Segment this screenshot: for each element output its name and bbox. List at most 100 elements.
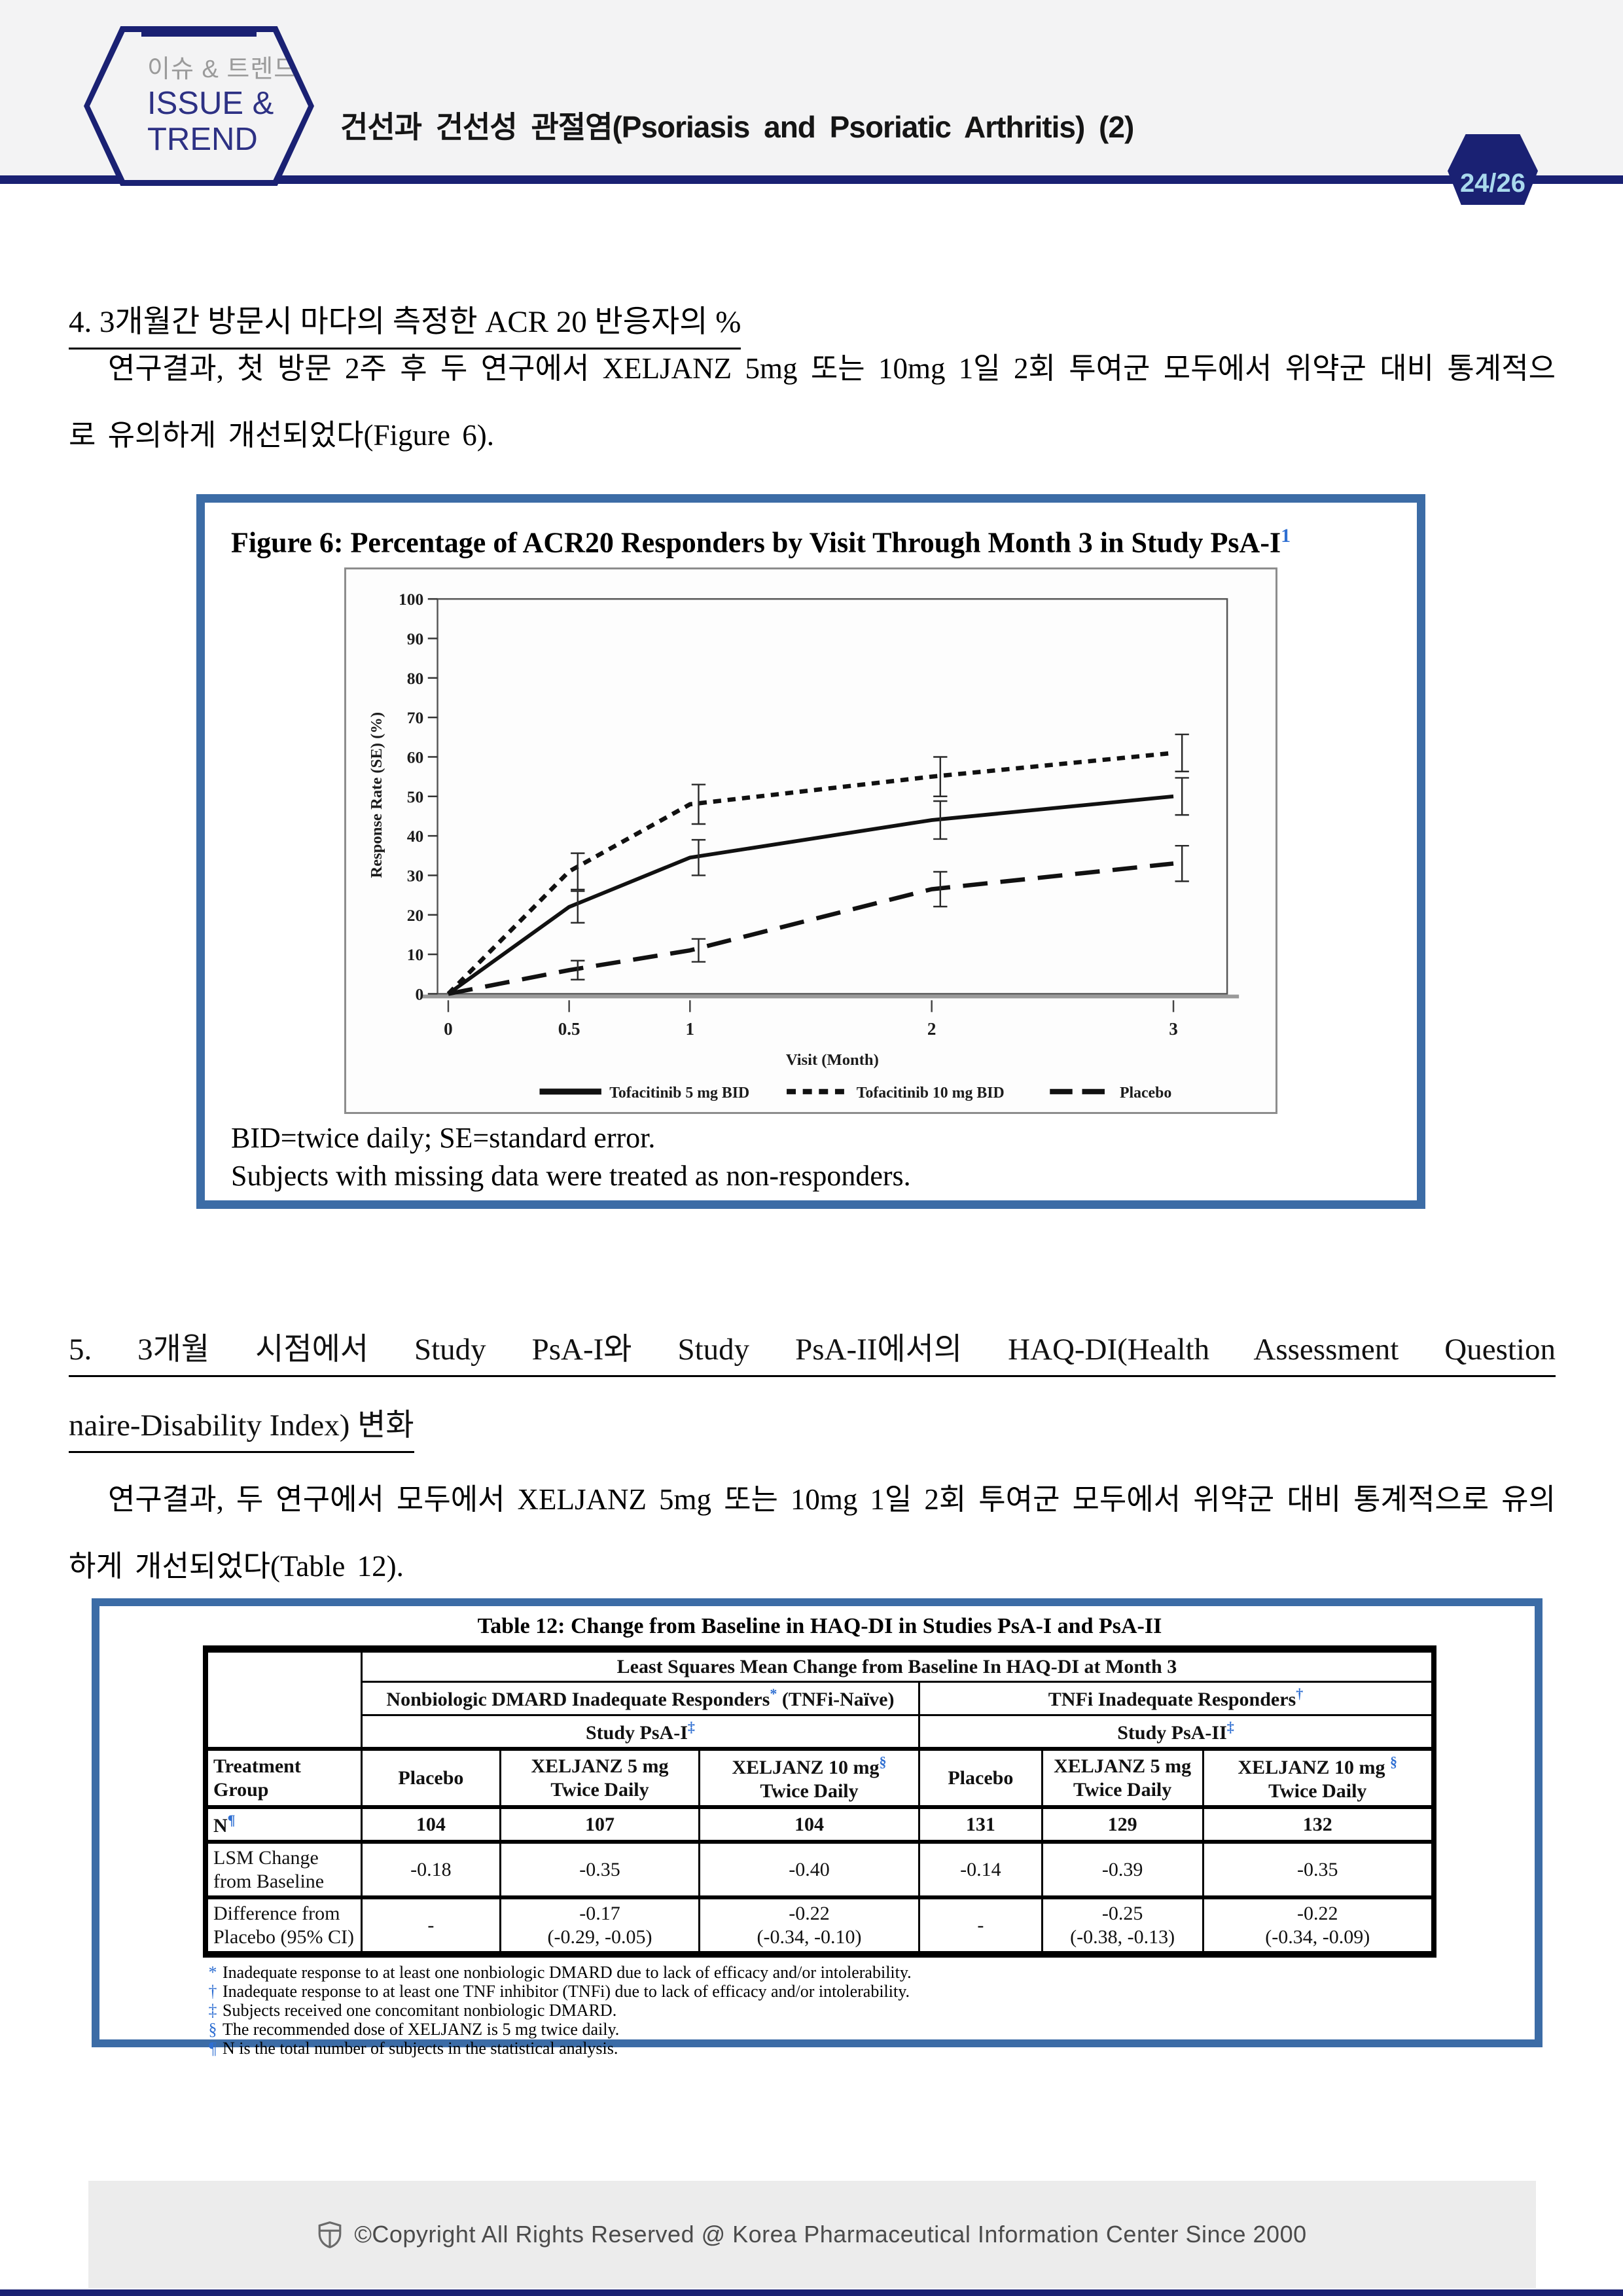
svg-text:Tofacitinib 5 mg BID: Tofacitinib 5 mg BID [609, 1084, 749, 1101]
header-rule [0, 175, 1623, 184]
svg-text:0: 0 [415, 984, 423, 1003]
diff-value: -0.17 (-0.29, -0.05) [499, 1895, 701, 1956]
xeljanz10-header-psa2: XELJANZ 10 mg § Twice Daily [1202, 1747, 1435, 1808]
issue-trend-logo-inner: 이슈 & 트렌드 ISSUE & TREND [90, 32, 308, 180]
xeljanz10-superscript-psa1: § [879, 1753, 887, 1770]
shield-icon [319, 2221, 342, 2248]
table-row-studies: Study PsA-I‡ Study PsA-II‡ [205, 1713, 1435, 1750]
figure6-title-superscript: 1 [1281, 525, 1291, 547]
n-superscript: ¶ [227, 1811, 236, 1828]
lsm-value: -0.39 [1041, 1840, 1204, 1899]
logo-top-bar [141, 30, 257, 37]
study2-header-cell: Study PsA-II‡ [918, 1713, 1435, 1750]
copyright-text: ©Copyright All Rights Reserved @ Korea P… [354, 2221, 1307, 2248]
footnote-marker: † [208, 1981, 217, 2001]
svg-text:90: 90 [407, 629, 423, 648]
xeljanz5-header-psa2: XELJANZ 5 mg Twice Daily [1041, 1747, 1204, 1808]
n-row-label: N¶ [204, 1804, 363, 1843]
footer-band: ©Copyright All Rights Reserved @ Korea P… [88, 2181, 1536, 2288]
svg-text:Tofacitinib 10 mg BID: Tofacitinib 10 mg BID [857, 1084, 1005, 1101]
svg-text:1: 1 [686, 1018, 695, 1038]
group1-superscript: * [770, 1685, 777, 1702]
figure6-note-2: Subjects with missing data were treated … [231, 1159, 911, 1192]
span-header-cell: Least Squares Mean Change from Baseline … [360, 1647, 1435, 1683]
placebo-header-psa1: Placebo [360, 1747, 501, 1808]
diff-value: -0.25 (-0.38, -0.13) [1041, 1895, 1204, 1956]
xeljanz10-header-psa1: XELJANZ 10 mg§ Twice Daily [698, 1747, 920, 1808]
page-number-badge: 24/26 [1448, 134, 1538, 205]
footnote-marker: ‡ [208, 2000, 217, 2020]
svg-text:0.5: 0.5 [558, 1018, 580, 1038]
n-value: 131 [918, 1804, 1043, 1843]
footnote-item: ‡ Subjects received one concomitant nonbi… [203, 2001, 1436, 2020]
svg-text:70: 70 [407, 708, 423, 727]
table-row-lsm: LSM Change from Baseline -0.18 -0.35 -0.… [204, 1840, 1435, 1899]
footnote-item: ¶ N is the total number of subjects in th… [203, 2039, 1436, 2058]
group2-superscript: † [1296, 1685, 1304, 1702]
svg-text:3: 3 [1169, 1018, 1178, 1038]
table-row-n: N¶ 104 107 104 131 129 132 [204, 1804, 1435, 1843]
diff-value: -0.22 (-0.34, -0.10) [698, 1895, 920, 1956]
table12-title: Table 12: Change from Baseline in HAQ-DI… [477, 1614, 1162, 1638]
svg-text:10: 10 [407, 945, 423, 964]
footnote-marker: § [208, 2019, 217, 2039]
diff-value: - [360, 1895, 501, 1956]
lsm-value: -0.40 [698, 1840, 920, 1899]
table-row-column-headers: Treatment Group Placebo XELJANZ 5 mg Twi… [204, 1747, 1435, 1808]
footnote-item: § The recommended dose of XELJANZ is 5 mg… [203, 2020, 1436, 2039]
xeljanz10-superscript-psa2: § [1390, 1753, 1398, 1770]
svg-text:Response Rate (SE) (%): Response Rate (SE) (%) [368, 712, 385, 878]
svg-text:20: 20 [407, 905, 423, 924]
lsm-row-label: LSM Change from Baseline [204, 1840, 363, 1899]
table12-footnotes: * Inadequate response to at least one non… [203, 1963, 1436, 2058]
group1-header-cell: Nonbiologic DMARD Inadequate Responders*… [360, 1681, 921, 1716]
logo-trend-text: TREND [147, 121, 258, 157]
n-value: 104 [698, 1804, 920, 1843]
study1-header-cell: Study PsA-I‡ [360, 1713, 921, 1750]
page-title: 건선과 건선성 관절염(Psoriasis and Psoriatic Arth… [340, 110, 1134, 144]
figure6-box: Figure 6: Percentage of ACR20 Responders… [196, 494, 1425, 1209]
footnote-item: * Inadequate response to at least one non… [203, 1963, 1436, 1982]
svg-text:100: 100 [399, 590, 423, 609]
table-row-groups: Nonbiologic DMARD Inadequate Responders*… [205, 1681, 1435, 1716]
svg-text:60: 60 [407, 747, 423, 766]
table12-box: Table 12: Change from Baseline in HAQ-DI… [92, 1598, 1543, 2058]
logo-korean-text: 이슈 & 트렌드 [147, 56, 298, 84]
xeljanz5-header-psa1: XELJANZ 5 mg Twice Daily [499, 1747, 701, 1808]
logo-issue-text: ISSUE & [147, 85, 274, 121]
n-value: 129 [1041, 1804, 1204, 1843]
diff-value: - [918, 1895, 1043, 1956]
lsm-value: -0.14 [918, 1840, 1043, 1899]
n-value: 104 [360, 1804, 501, 1843]
svg-text:80: 80 [407, 668, 423, 687]
section4-heading: 4. 3개월간 방문시 마다의 측정한 ACR 20 반응자의 % [69, 296, 741, 350]
empty-corner-cell [204, 1648, 363, 1750]
n-value: 132 [1202, 1804, 1435, 1843]
issue-trend-logo: 이슈 & 트렌드 ISSUE & TREND [84, 26, 314, 186]
n-value: 107 [499, 1804, 701, 1843]
svg-text:2: 2 [927, 1018, 936, 1038]
acr20-chart-frame: 0 10 20 30 40 50 60 70 80 90 100 0 0.5 1 2 3 Visit (Mont… [344, 567, 1277, 1114]
study2-superscript: ‡ [1226, 1718, 1234, 1735]
study1-superscript: ‡ [687, 1718, 695, 1735]
svg-text:30: 30 [407, 866, 423, 885]
lsm-value: -0.35 [1202, 1840, 1435, 1899]
diff-row-label: Difference from Placebo (95% CI) [204, 1895, 363, 1956]
acr20-line-chart: 0 10 20 30 40 50 60 70 80 90 100 0 0.5 1 2 3 Visit (Mont… [368, 590, 1240, 1101]
svg-text:50: 50 [407, 787, 423, 806]
svg-text:40: 40 [407, 827, 423, 846]
section4-paragraph: 연구결과, 첫 방문 2주 후 두 연구에서 XELJANZ 5mg 또는 10… [69, 352, 1556, 452]
lsm-value: -0.35 [499, 1840, 701, 1899]
footnote-marker: * [208, 1962, 217, 1982]
svg-text:Placebo: Placebo [1120, 1084, 1171, 1101]
group2-header-cell: TNFi Inadequate Responders† [918, 1681, 1435, 1716]
section5-heading: 5. 3개월 시점에서 Study PsA-I와 Study PsA-II에서의… [69, 1323, 1556, 1453]
treatment-group-header: Treatment Group [204, 1747, 363, 1808]
placebo-header-psa2: Placebo [918, 1747, 1043, 1808]
footnote-marker: ¶ [209, 2038, 217, 2058]
diff-value: -0.22 (-0.34, -0.09) [1202, 1895, 1435, 1956]
svg-text:0: 0 [444, 1018, 453, 1038]
figure6-title: Figure 6: Percentage of ACR20 Responders… [231, 525, 1291, 559]
haq-di-table: Least Squares Mean Change from Baseline … [203, 1645, 1436, 1958]
